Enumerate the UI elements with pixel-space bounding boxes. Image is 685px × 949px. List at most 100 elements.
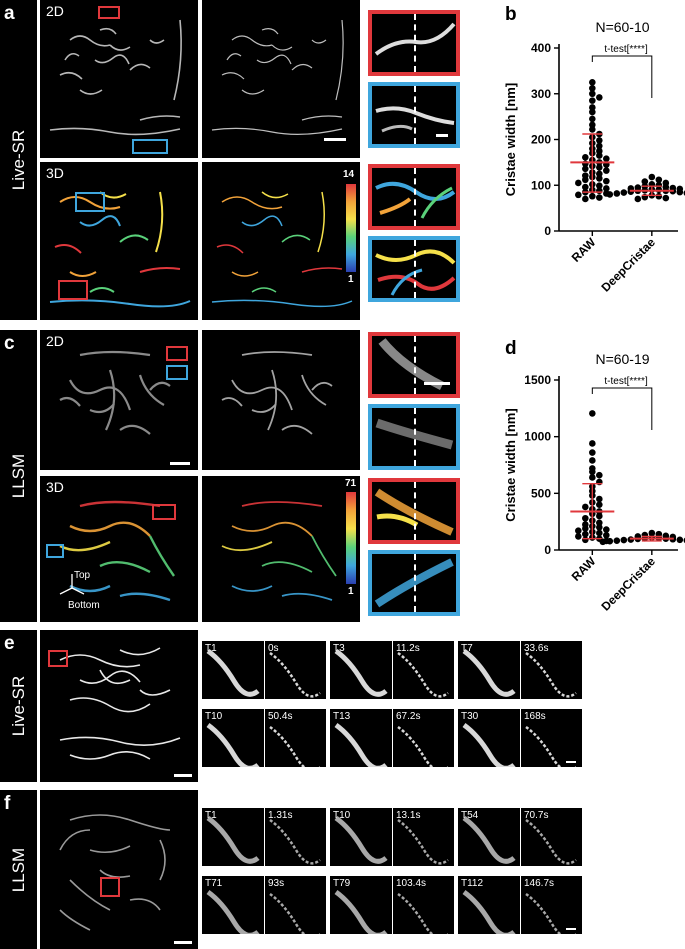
- scale-bar: [566, 761, 576, 763]
- panel-c-3d-tag: 3D: [46, 479, 64, 495]
- data-point: [596, 182, 603, 190]
- frame-divider: [520, 709, 521, 767]
- mito-zoom-icon: [206, 722, 320, 767]
- frame-time-label: 33.6s: [524, 643, 549, 654]
- frame-index-label: T30: [461, 711, 479, 722]
- mito-texture-icon: [59, 647, 181, 760]
- mito-zoom-icon: [206, 815, 321, 865]
- data-point: [596, 152, 603, 159]
- mito-zoom-icon: [374, 22, 456, 56]
- data-point: [582, 503, 589, 511]
- data-point: [596, 495, 603, 503]
- timelapse-frame: T10 13.1s: [330, 808, 454, 866]
- panel-c-3d-deep: 71 1: [202, 476, 360, 622]
- data-point: [589, 97, 596, 104]
- data-point: [662, 194, 670, 202]
- data-point: [603, 167, 610, 174]
- panel-a-3d-roi-blue: [75, 192, 105, 212]
- panel-c-3d-roi-blue: [46, 544, 64, 558]
- panel-f-side-label: LLSM: [8, 847, 28, 892]
- panel-e-letter: e: [4, 633, 15, 654]
- chart-title: N=60-19: [595, 351, 649, 367]
- data-point: [596, 519, 603, 527]
- mito-texture-icon: [211, 19, 344, 135]
- frame-divider: [392, 876, 393, 934]
- y-tick-label: 0: [544, 543, 551, 557]
- panel-a-side-label: Live-SR: [8, 129, 28, 191]
- mito-zoom-icon: [374, 488, 454, 536]
- panel-a-3d-tag: 3D: [46, 165, 64, 181]
- y-tick-label: 1500: [524, 373, 551, 387]
- profile-line: [414, 554, 416, 612]
- panel-c-side-label: LLSM: [8, 453, 28, 499]
- panel-c-roi-blue: [166, 365, 188, 380]
- panel-c-3d-zoom-red: [368, 478, 460, 544]
- panel-c-2d-deep: [202, 330, 360, 470]
- data-point: [599, 538, 607, 546]
- y-axis-label: Cristae width [nm]: [503, 408, 518, 521]
- y-tick-label: 100: [531, 178, 551, 192]
- data-point: [582, 536, 589, 544]
- chart-d: N=60-19 0 500 1000 1500 Cristae width [nm] RAW…: [503, 351, 685, 614]
- frame-time-label: 1.31s: [268, 810, 293, 821]
- panel-f-overview: [40, 790, 198, 949]
- panel-c-roi-red: [166, 346, 188, 361]
- data-point: [589, 84, 596, 92]
- data-point: [603, 185, 610, 192]
- profile-line: [414, 168, 416, 226]
- data-point: [589, 104, 596, 111]
- data-point: [596, 194, 603, 201]
- mito-zoom-icon: [375, 249, 456, 296]
- data-point: [620, 536, 628, 544]
- timelapse-frame: T1 1.31s: [202, 808, 326, 866]
- profile-line: [414, 482, 416, 540]
- axis-arrows-icon: [59, 574, 85, 595]
- panel-c-2d-zoom-blue: [368, 404, 460, 470]
- frame-divider: [264, 876, 265, 934]
- mito-zoom-icon: [375, 181, 456, 219]
- panel-a-2d-tag: 2D: [46, 3, 64, 19]
- panel-a-3d-zoom-red: [368, 164, 460, 230]
- y-tick-label: 200: [531, 133, 551, 147]
- mito-color-texture-icon: [221, 501, 337, 601]
- frame-divider: [264, 808, 265, 866]
- data-point: [676, 188, 684, 196]
- frame-time-label: 13.1s: [396, 810, 421, 821]
- frame-time-label: 11.2s: [396, 643, 420, 654]
- profile-line: [414, 240, 416, 298]
- mito-texture-icon: [221, 351, 333, 435]
- frame-divider: [520, 808, 521, 866]
- timelapse-frame: T7 33.6s: [458, 641, 582, 699]
- mito-color-texture-icon: [49, 191, 191, 308]
- mito-zoom-icon: [375, 106, 455, 133]
- mito-zoom-icon: [462, 815, 577, 865]
- chart-b: N=60-10 0 100 200 300 400 Cristae width [nm] RA…: [503, 19, 685, 295]
- data-point: [641, 178, 649, 185]
- x-tick-label: DeepCristae: [599, 235, 659, 295]
- panel-a-letter: a: [4, 3, 15, 24]
- panel-a-side-bar: a Live-SR: [0, 0, 37, 320]
- data-point: [589, 126, 596, 133]
- panel-a-2d-zoom-red: [368, 10, 460, 76]
- panel-a-roi-blue: [132, 139, 168, 154]
- data-point: [603, 526, 610, 533]
- frame-index-label: T1: [205, 810, 217, 821]
- chart-title: N=60-10: [595, 19, 649, 35]
- colorbar: [346, 492, 356, 584]
- panel-e-roi-red: [48, 650, 68, 667]
- colorbar: [346, 184, 356, 272]
- data-point: [589, 115, 596, 123]
- data-point: [589, 90, 596, 98]
- timelapse-frame: T1 0s: [202, 641, 326, 699]
- data-point: [582, 176, 589, 184]
- data-point: [575, 527, 582, 535]
- mito-zoom-icon: [206, 648, 321, 698]
- panel-a-3d-zoom-blue: [368, 236, 460, 302]
- panel-c-side-bar: c LLSM: [0, 330, 37, 622]
- mito-zoom-icon: [375, 418, 454, 450]
- panel-a-3d-raw: 3D: [40, 162, 198, 320]
- frame-index-label: T7: [461, 643, 473, 654]
- data-point: [613, 190, 621, 197]
- x-tick-label: DeepCristae: [599, 554, 659, 614]
- mito-zoom-icon: [334, 815, 449, 865]
